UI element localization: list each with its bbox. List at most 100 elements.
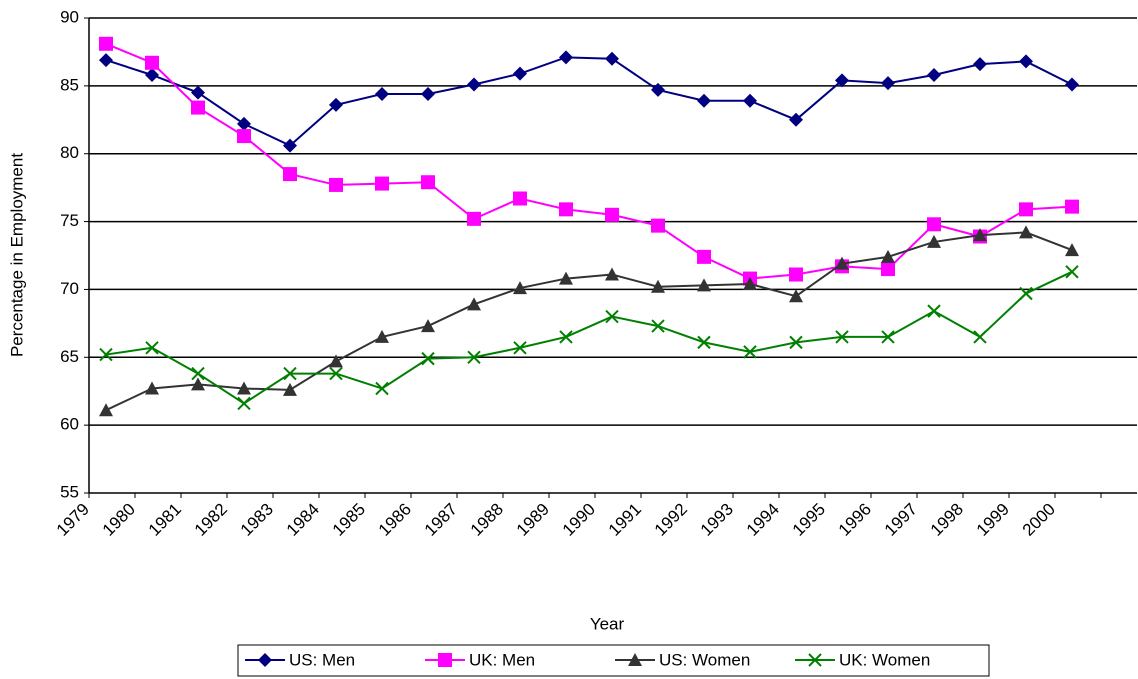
data-point xyxy=(237,381,251,395)
series-line xyxy=(105,231,1073,412)
legend-box xyxy=(237,644,990,677)
legend-label: UK: Women xyxy=(839,650,930,669)
x-tick-label: 1982 xyxy=(191,500,231,540)
data-point xyxy=(881,330,895,344)
y-axis-label: Percentage in Employment xyxy=(7,153,26,357)
data-point xyxy=(191,100,205,115)
data-point xyxy=(559,271,573,285)
data-point xyxy=(375,176,389,191)
data-point xyxy=(329,366,343,381)
data-point xyxy=(237,129,251,144)
data-point xyxy=(1019,286,1033,301)
data-point xyxy=(283,167,297,182)
x-tick-label: 1996 xyxy=(835,500,875,540)
data-point xyxy=(283,382,297,396)
data-point xyxy=(973,57,987,72)
data-point xyxy=(1065,77,1079,92)
data-point xyxy=(789,267,803,282)
data-point xyxy=(145,68,159,82)
x-tick-label: 1993 xyxy=(697,500,737,540)
legend-label: UK: Men xyxy=(469,650,535,669)
data-point xyxy=(927,217,941,232)
data-point xyxy=(513,191,527,206)
data-point xyxy=(835,330,849,344)
x-tick-label: 1984 xyxy=(283,500,323,540)
legend-marker xyxy=(258,653,272,667)
data-point xyxy=(927,304,941,318)
data-point xyxy=(651,218,665,233)
data-point xyxy=(789,335,803,350)
data-point xyxy=(145,381,159,395)
data-point xyxy=(651,319,665,333)
x-tick-label: 2000 xyxy=(1019,500,1059,540)
data-point xyxy=(283,138,297,153)
data-point xyxy=(421,87,435,101)
data-point xyxy=(283,366,297,381)
y-tick-label: 90 xyxy=(60,7,79,26)
series-line xyxy=(105,56,1073,147)
data-point xyxy=(1019,54,1033,69)
y-tick-label: 85 xyxy=(60,75,79,94)
x-axis-label: Year xyxy=(590,614,625,633)
data-point xyxy=(513,341,527,355)
x-tick-label: 1994 xyxy=(743,500,783,540)
x-tick-label: 1988 xyxy=(467,500,507,540)
data-point xyxy=(559,330,573,344)
y-tick-label: 60 xyxy=(60,415,79,434)
data-point xyxy=(789,289,803,303)
data-point xyxy=(99,53,113,68)
y-tick-label: 55 xyxy=(60,482,79,501)
data-point xyxy=(973,228,987,242)
data-point xyxy=(191,366,205,381)
data-point xyxy=(559,202,573,217)
data-point xyxy=(329,177,343,192)
data-point xyxy=(375,329,389,343)
data-point xyxy=(743,277,757,290)
data-point xyxy=(605,207,619,222)
data-point xyxy=(881,76,895,91)
x-tick-label: 1983 xyxy=(237,500,277,540)
data-point xyxy=(329,97,343,112)
data-point xyxy=(697,93,711,108)
data-point xyxy=(467,211,481,226)
data-point xyxy=(421,319,435,333)
x-tick-label: 1981 xyxy=(145,500,185,540)
legend-marker xyxy=(628,653,642,666)
x-tick-label: 1987 xyxy=(421,500,461,540)
data-point xyxy=(1065,199,1079,214)
legend-label: US: Men xyxy=(289,650,355,669)
data-point xyxy=(927,68,941,82)
x-tick-label: 1992 xyxy=(651,500,691,540)
data-point xyxy=(927,234,941,248)
data-point xyxy=(467,350,481,364)
data-point xyxy=(99,347,113,362)
x-tick-label: 1979 xyxy=(53,500,93,540)
data-point xyxy=(697,278,711,292)
data-point xyxy=(697,249,711,264)
data-point xyxy=(375,87,389,101)
data-point xyxy=(651,82,665,97)
data-point xyxy=(237,396,251,411)
data-point xyxy=(743,345,757,359)
series-line xyxy=(105,42,1073,280)
x-tick-label: 1986 xyxy=(375,500,415,540)
data-point xyxy=(99,403,113,417)
data-point xyxy=(191,377,205,391)
x-tick-label: 1989 xyxy=(513,500,553,540)
data-point xyxy=(467,297,481,311)
data-point xyxy=(605,51,619,66)
data-point xyxy=(789,112,803,127)
y-tick-label: 80 xyxy=(60,143,79,162)
x-tick-label: 1990 xyxy=(559,500,599,540)
data-point xyxy=(697,335,711,350)
data-point xyxy=(605,309,619,324)
legend-marker xyxy=(808,653,822,667)
series-line xyxy=(105,270,1073,405)
data-point xyxy=(1019,225,1033,239)
data-point xyxy=(145,341,159,355)
data-point xyxy=(973,330,987,344)
y-tick-label: 70 xyxy=(60,279,79,298)
y-tick-label: 65 xyxy=(60,347,79,366)
x-tick-label: 1991 xyxy=(605,500,645,540)
